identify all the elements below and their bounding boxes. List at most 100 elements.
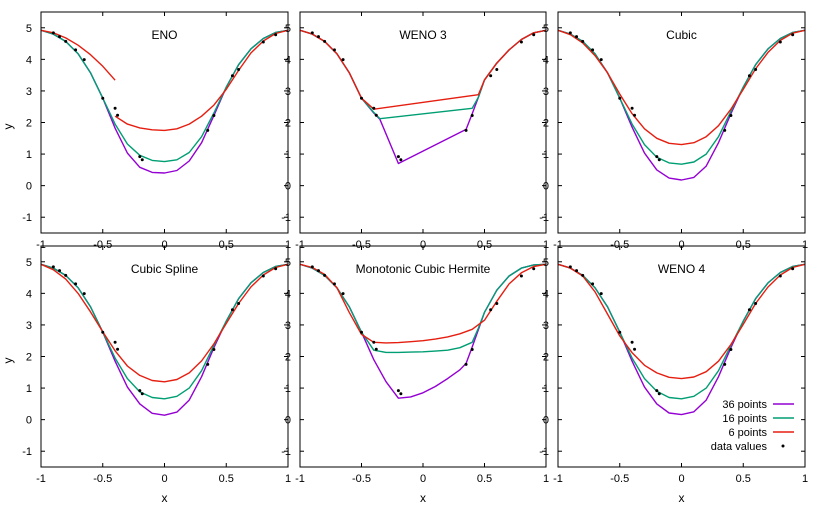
data-point bbox=[101, 330, 105, 334]
plot-frame bbox=[40, 245, 289, 468]
panel-5: -1 -0.5 0 0.5 1 -1 0 1 2 3 4 5 Monotonic Cubic Hermi… bbox=[281, 245, 549, 505]
panel-title: WENO 3 bbox=[399, 28, 447, 42]
series-line-6-points bbox=[300, 29, 546, 110]
series-line-16-points bbox=[300, 29, 546, 120]
data-point bbox=[532, 33, 536, 37]
x-tick-label: 1 bbox=[543, 473, 549, 485]
x-tick-label: 0 bbox=[420, 239, 426, 251]
data-point bbox=[470, 348, 474, 352]
data-point bbox=[341, 58, 345, 62]
data-point bbox=[138, 389, 142, 393]
series-line-6-points bbox=[558, 263, 805, 380]
y-tick-label: 1 bbox=[285, 383, 291, 395]
y-tick-label: 0 bbox=[26, 181, 32, 193]
data-point bbox=[341, 292, 345, 296]
series-group bbox=[41, 263, 288, 416]
panel-title: Monotonic Cubic Hermite bbox=[356, 262, 491, 276]
legend: 36 points 16 points 6 points data values bbox=[711, 399, 794, 453]
y-tick-label: 4 bbox=[543, 288, 549, 300]
plot-frame bbox=[557, 11, 806, 234]
data-point bbox=[74, 48, 78, 52]
data-point bbox=[230, 308, 234, 312]
y-tick-label: 3 bbox=[543, 320, 549, 332]
data-point bbox=[657, 158, 661, 162]
data-point bbox=[464, 362, 468, 366]
data-point bbox=[495, 67, 499, 71]
plot-frame bbox=[299, 11, 547, 234]
legend-swatch bbox=[781, 444, 785, 448]
data-point bbox=[778, 40, 782, 44]
y-tick-label: 5 bbox=[285, 257, 291, 269]
data-point bbox=[489, 308, 493, 312]
x-tick-label: -0.5 bbox=[93, 473, 112, 485]
data-point bbox=[82, 58, 86, 62]
x-tick-label: 0.5 bbox=[736, 473, 751, 485]
series-line-16-points bbox=[558, 29, 805, 165]
x-tick-label: -1 bbox=[553, 473, 563, 485]
data-point bbox=[237, 301, 241, 305]
data-point bbox=[82, 292, 86, 296]
data-point bbox=[489, 74, 493, 78]
panel-1: -1 -0.5 0 0.5 1 -1 0 1 2 3 4 5 ENO y bbox=[1, 11, 291, 251]
y-tick-label: 4 bbox=[285, 54, 291, 66]
y-tick-label: 2 bbox=[285, 352, 291, 364]
y-tick-label: 3 bbox=[26, 86, 32, 98]
data-point bbox=[332, 48, 336, 52]
y-tick-label: 4 bbox=[285, 288, 291, 300]
y-tick-label: 2 bbox=[543, 352, 549, 364]
y-tick-label: 2 bbox=[543, 118, 549, 130]
data-point bbox=[372, 340, 376, 344]
data-point bbox=[568, 31, 572, 35]
data-point bbox=[575, 35, 579, 39]
data-point bbox=[657, 392, 661, 396]
data-point bbox=[729, 348, 733, 352]
y-axis-label: y bbox=[1, 358, 15, 364]
series-group bbox=[558, 29, 805, 181]
data-point bbox=[206, 362, 210, 366]
data-point bbox=[464, 128, 468, 132]
x-tick-label: -0.5 bbox=[610, 473, 629, 485]
x-tick-label: -1 bbox=[295, 239, 305, 251]
data-point bbox=[399, 392, 403, 396]
data-point bbox=[754, 67, 758, 71]
legend-label: 16 points bbox=[722, 413, 767, 425]
data-point bbox=[655, 389, 659, 393]
data-point bbox=[633, 347, 637, 351]
panel-title: Cubic Spline bbox=[131, 262, 199, 276]
data-point bbox=[140, 392, 144, 396]
data-point bbox=[64, 39, 68, 43]
series-line-16-points bbox=[558, 263, 805, 400]
y-tick-label: 1 bbox=[543, 383, 549, 395]
y-tick-label: 1 bbox=[26, 149, 32, 161]
y-tick-label: 0 bbox=[26, 415, 32, 427]
x-axis-label: x bbox=[162, 491, 168, 505]
data-point bbox=[655, 155, 659, 159]
data-point bbox=[113, 106, 117, 110]
data-point bbox=[261, 274, 265, 278]
y-tick-label: 4 bbox=[26, 54, 32, 66]
data-point bbox=[519, 274, 523, 278]
data-point bbox=[581, 39, 585, 43]
data-point bbox=[599, 292, 603, 296]
x-tick-label: -1 bbox=[295, 473, 305, 485]
data-point bbox=[51, 31, 55, 35]
y-tick-label: 2 bbox=[26, 352, 32, 364]
data-point bbox=[532, 267, 536, 271]
legend-label: 36 points bbox=[722, 399, 767, 411]
x-axis-label: x bbox=[420, 491, 426, 505]
data-point bbox=[310, 31, 314, 35]
panel-title: Cubic bbox=[666, 28, 697, 42]
data-point bbox=[360, 330, 363, 334]
y-axis-label: y bbox=[1, 124, 15, 130]
data-point bbox=[399, 158, 403, 162]
data-point bbox=[323, 273, 327, 277]
data-point bbox=[237, 67, 241, 71]
y-tick-label: 4 bbox=[26, 288, 32, 300]
y-tick-label: -1 bbox=[22, 446, 32, 458]
data-point bbox=[599, 58, 603, 62]
data-point bbox=[323, 39, 327, 43]
panel-6: -1 -0.5 0 0.5 1 -1 0 1 2 3 4 5 WENO 4 x bbox=[539, 245, 808, 505]
panel-title: ENO bbox=[151, 28, 177, 42]
data-point bbox=[633, 113, 637, 117]
